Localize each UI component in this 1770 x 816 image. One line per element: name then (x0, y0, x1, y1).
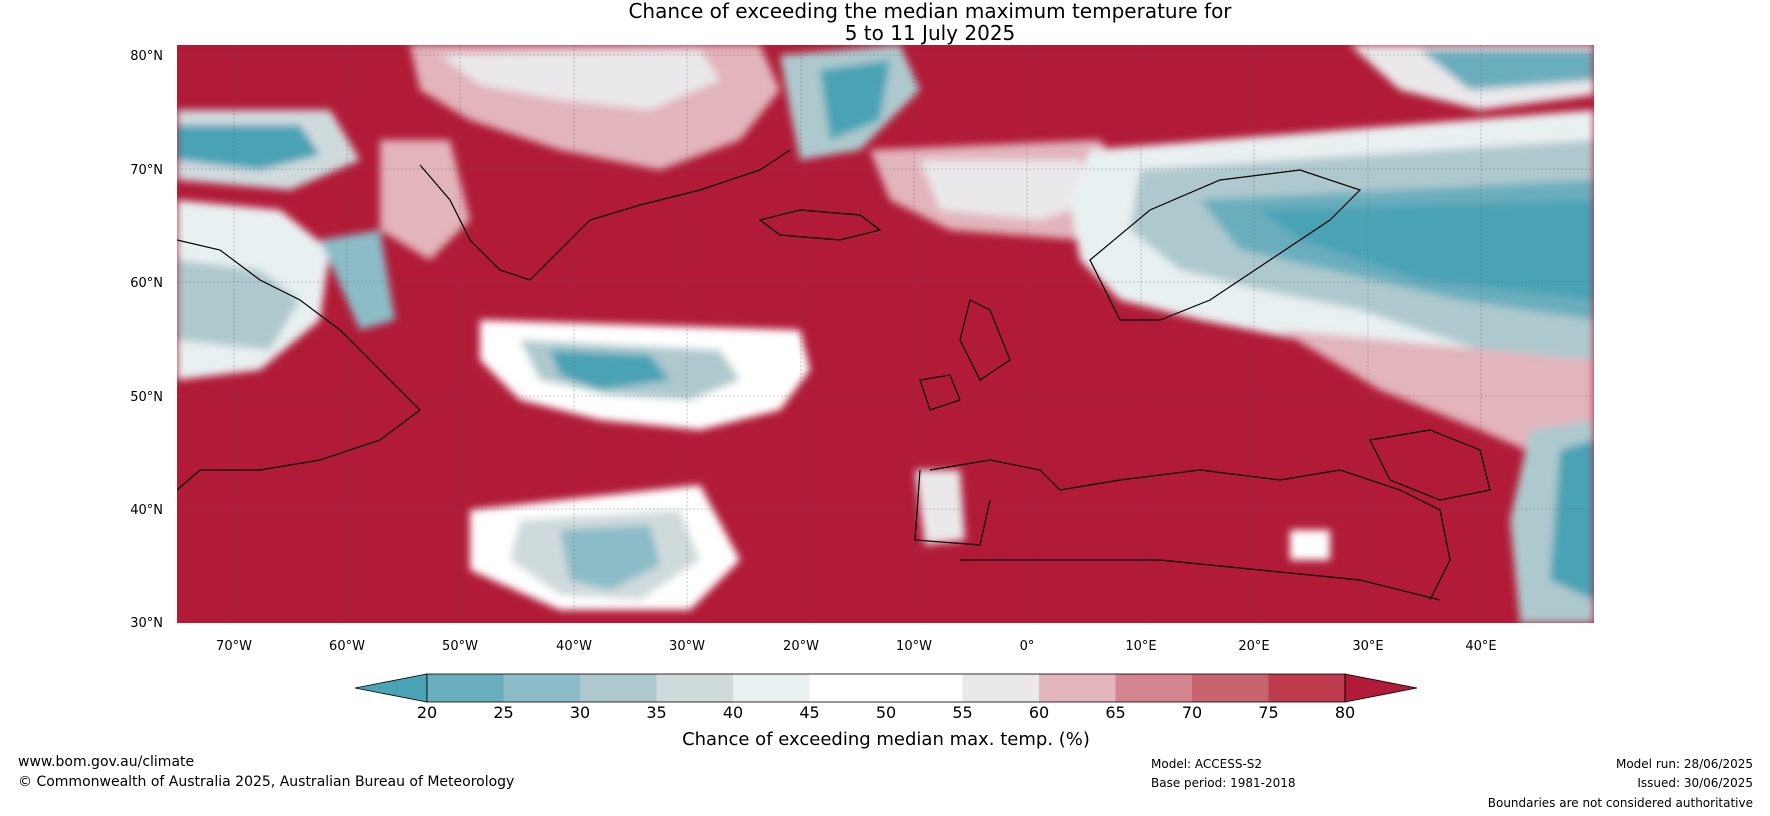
colorbar-tick: 45 (799, 703, 819, 722)
graticule (177, 45, 1594, 623)
colorbar-tick: 80 (1335, 703, 1355, 722)
map-title-line2: 5 to 11 July 2025 (844, 21, 1016, 45)
colorbar-tick: 55 (952, 703, 972, 722)
colorbar-segment (809, 674, 886, 702)
colorbar-outline (426, 673, 1346, 703)
colorbar-tick: 50 (876, 703, 896, 722)
footer-disclaimer: Boundaries are not considered authoritat… (1487, 796, 1753, 810)
lon-label: 30°W (669, 639, 705, 654)
colorbar-segment (427, 674, 504, 702)
colorbar-segment (1268, 674, 1345, 702)
lon-label: 20°E (1238, 639, 1269, 654)
longitude-labels: 70°W 60°W 50°W 40°W 30°W 20°W 10°W 0° 10… (216, 639, 1497, 654)
lon-label: 70°W (216, 639, 252, 654)
lon-label: 20°W (783, 639, 819, 654)
colorbar-segment (733, 674, 810, 702)
footer-copyright: © Commonwealth of Australia 2025, Austra… (18, 774, 515, 790)
footer-base-period: Base period: 1981-2018 (1151, 776, 1296, 790)
lat-label: 30°N (130, 616, 163, 631)
colorbar: 20 25 30 35 40 45 50 55 60 65 70 75 80 C… (354, 673, 1418, 750)
lat-label: 70°N (130, 163, 163, 178)
lat-label: 50°N (130, 390, 163, 405)
lon-label: 10°W (896, 639, 932, 654)
lat-label: 40°N (130, 503, 163, 518)
colorbar-tick: 70 (1182, 703, 1202, 722)
colorbar-segment (962, 674, 1039, 702)
colorbar-high-arrow (1344, 673, 1418, 703)
colorbar-tick: 75 (1258, 703, 1278, 722)
colorbar-segment (1192, 674, 1269, 702)
lat-label: 80°N (130, 49, 163, 64)
coastlines (177, 149, 1491, 601)
footer-url[interactable]: www.bom.gov.au/climate (18, 754, 195, 770)
lon-label: 60°W (329, 639, 365, 654)
lon-label: 50°W (442, 639, 478, 654)
footer-model: Model: ACCESS-S2 (1151, 757, 1263, 771)
colorbar-tick: 60 (1029, 703, 1049, 722)
footer-issued: Issued: 30/06/2025 (1637, 776, 1753, 790)
colorbar-low-arrow (354, 673, 428, 703)
lon-label: 40°E (1465, 639, 1496, 654)
colorbar-tick: 20 (417, 703, 437, 722)
below-median-regions (177, 45, 1594, 623)
colorbar-segment (1039, 674, 1116, 702)
colorbar-tick: 35 (646, 703, 666, 722)
latitude-labels: 80°N 70°N 60°N 50°N 40°N 30°N (130, 49, 163, 631)
colorbar-tick: 40 (723, 703, 743, 722)
colorbar-segment (656, 674, 733, 702)
map-title-line1: Chance of exceeding the median maximum t… (628, 0, 1232, 23)
colorbar-label: Chance of exceeding median max. temp. (%… (682, 729, 1090, 750)
colorbar-segment (580, 674, 657, 702)
footer-model-run: Model run: 28/06/2025 (1615, 757, 1753, 771)
lon-label: 0° (1020, 639, 1035, 654)
lon-label: 10°E (1125, 639, 1156, 654)
colorbar-tick: 30 (570, 703, 590, 722)
colorbar-segment (886, 674, 963, 702)
colorbar-tick: 25 (493, 703, 513, 722)
lon-label: 30°E (1352, 639, 1383, 654)
lon-label: 40°W (556, 639, 592, 654)
map-area (177, 45, 1594, 623)
colorbar-segment (503, 674, 580, 702)
lat-label: 60°N (130, 276, 163, 291)
colorbar-ticks: 20 25 30 35 40 45 50 55 60 65 70 75 80 (417, 703, 1355, 722)
colorbar-segment (1115, 674, 1192, 702)
colorbar-tick: 65 (1105, 703, 1125, 722)
